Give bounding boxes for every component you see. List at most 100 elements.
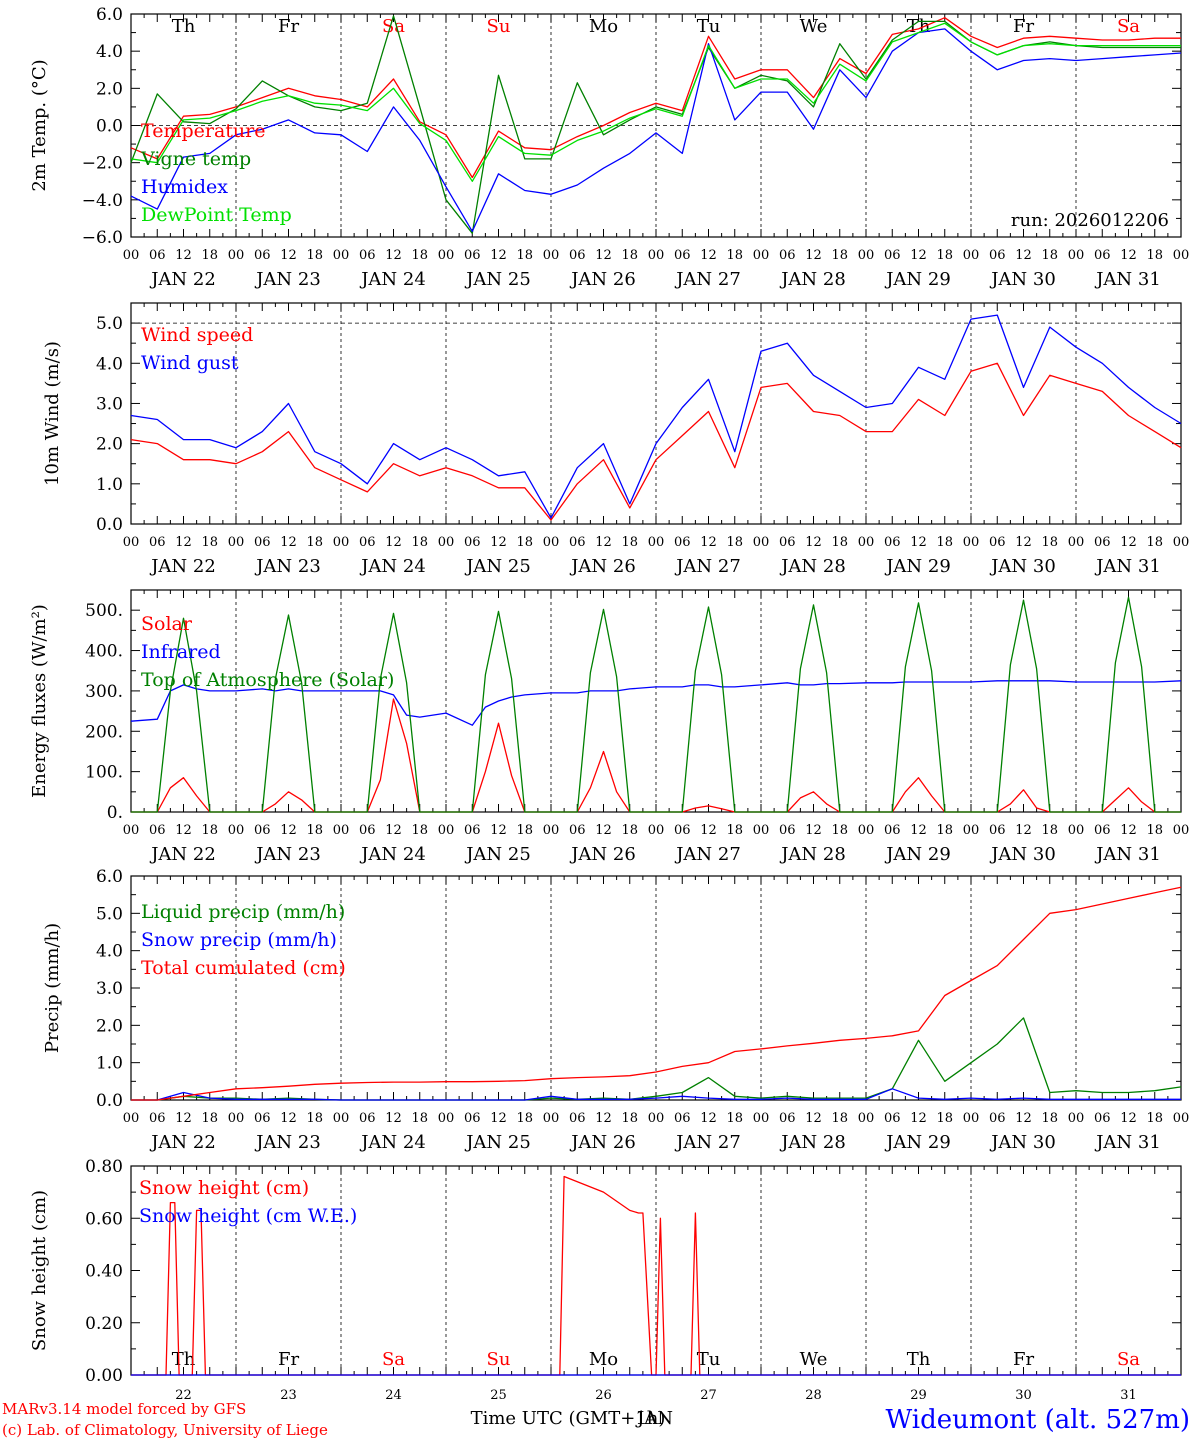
day-number-label: 26 xyxy=(595,1388,612,1403)
x-tick-label: 18 xyxy=(1041,535,1058,550)
date-label: JAN 22 xyxy=(149,844,216,865)
date-label: JAN 23 xyxy=(254,1132,321,1153)
x-tick-label: 18 xyxy=(621,823,638,838)
x-tick-label: 12 xyxy=(1120,535,1137,550)
y-tick-label: 0.60 xyxy=(85,1209,123,1229)
y-tick-label: 300. xyxy=(85,682,123,702)
date-label: JAN 30 xyxy=(989,1132,1056,1153)
y-tick-label: 6.0 xyxy=(96,5,123,25)
x-tick-label: 06 xyxy=(149,1111,166,1126)
date-label: JAN 29 xyxy=(884,1132,951,1153)
y-tick-label: 200. xyxy=(85,722,123,742)
legend-entry: Snow precip (mm/h) xyxy=(141,929,337,951)
date-label: JAN 22 xyxy=(149,556,216,577)
x-tick-label: 06 xyxy=(254,248,271,263)
date-label: JAN 29 xyxy=(884,844,951,865)
y-axis-label: Precip (mm/h) xyxy=(42,923,63,1053)
x-tick-label: 00 xyxy=(438,823,455,838)
x-tick-label: 00 xyxy=(1173,823,1190,838)
x-tick-label: 12 xyxy=(490,1111,507,1126)
x-tick-label: 12 xyxy=(910,823,927,838)
x-tick-label: 00 xyxy=(648,535,665,550)
x-tick-label: 00 xyxy=(648,248,665,263)
x-tick-label: 06 xyxy=(254,535,271,550)
x-tick-label: 06 xyxy=(359,823,376,838)
x-tick-label: 00 xyxy=(543,248,560,263)
x-tick-label: 06 xyxy=(464,823,481,838)
x-tick-label: 06 xyxy=(989,535,1006,550)
x-tick-label: 00 xyxy=(543,1111,560,1126)
date-label: JAN 23 xyxy=(254,844,321,865)
x-tick-label: 18 xyxy=(411,1111,428,1126)
station-name: Wideumont (alt. 527m) xyxy=(886,1405,1190,1435)
panel-3: 0. 100. 200. 300. 400. 500. Energy fluxes (W/m… xyxy=(29,589,1190,865)
x-tick-label: 12 xyxy=(175,1111,192,1126)
legend-entry: Temperature xyxy=(141,120,265,142)
x-tick-label: 00 xyxy=(333,823,350,838)
date-label: JAN 25 xyxy=(464,1132,531,1153)
x-tick-label: 06 xyxy=(359,1111,376,1126)
x-tick-label: 00 xyxy=(648,823,665,838)
x-tick-label: 18 xyxy=(516,535,533,550)
x-tick-label: 06 xyxy=(674,248,691,263)
x-tick-label: 12 xyxy=(910,1111,927,1126)
x-tick-label: 18 xyxy=(201,823,218,838)
x-tick-label: 06 xyxy=(569,1111,586,1126)
x-tick-label: 06 xyxy=(674,1111,691,1126)
y-tick-label: 6.0 xyxy=(96,867,123,887)
x-tick-label: 18 xyxy=(936,823,953,838)
x-tick-label: 18 xyxy=(306,248,323,263)
x-tick-label: 12 xyxy=(700,535,717,550)
date-label: JAN 24 xyxy=(359,844,426,865)
x-tick-label: 00 xyxy=(123,1111,140,1126)
x-tick-label: 00 xyxy=(1068,823,1085,838)
x-tick-label: 12 xyxy=(280,1111,297,1126)
y-tick-label: −2.0 xyxy=(82,154,123,174)
y-tick-label: 0.00 xyxy=(85,1366,123,1386)
x-tick-label: 00 xyxy=(963,535,980,550)
date-label: JAN 31 xyxy=(1094,844,1161,865)
x-tick-label: 00 xyxy=(543,535,560,550)
x-tick-label: 12 xyxy=(805,248,822,263)
series-line-snow-height-cm- xyxy=(131,1175,1181,1376)
month-label: JAN xyxy=(635,1408,673,1429)
weekday-label: Tu xyxy=(697,16,721,37)
x-tick-label: 12 xyxy=(805,535,822,550)
series-line-top-of-atmosphere-solar- xyxy=(131,596,1181,813)
x-tick-label: 00 xyxy=(438,1111,455,1126)
x-tick-label: 06 xyxy=(569,823,586,838)
day-number-label: 25 xyxy=(490,1388,507,1403)
x-tick-label: 06 xyxy=(569,535,586,550)
x-tick-label: 12 xyxy=(280,248,297,263)
x-tick-label: 18 xyxy=(516,1111,533,1126)
x-tick-label: 18 xyxy=(726,535,743,550)
x-tick-label: 06 xyxy=(464,1111,481,1126)
y-axis-label: Energy fluxes (W/m²) xyxy=(29,604,50,798)
x-tick-label: 18 xyxy=(831,1111,848,1126)
legend-entry: Wind speed xyxy=(141,324,253,346)
x-tick-label: 00 xyxy=(1173,1111,1190,1126)
weekday-label: Fr xyxy=(1013,16,1034,37)
date-label: JAN 25 xyxy=(464,844,531,865)
x-tick-label: 18 xyxy=(306,1111,323,1126)
weekday-label: We xyxy=(800,1349,828,1370)
x-tick-label: 12 xyxy=(700,823,717,838)
y-tick-label: 0.0 xyxy=(96,1091,123,1111)
y-tick-label: 0.0 xyxy=(96,515,123,535)
y-tick-label: 2.0 xyxy=(96,435,123,455)
day-number-label: 28 xyxy=(805,1388,822,1403)
x-tick-label: 06 xyxy=(884,823,901,838)
legend-entry: Snow height (cm) xyxy=(139,1177,309,1199)
x-tick-label: 00 xyxy=(963,248,980,263)
y-tick-label: 500. xyxy=(85,601,123,621)
date-label: JAN 27 xyxy=(674,269,741,290)
x-tick-label: 18 xyxy=(201,535,218,550)
date-label: JAN 23 xyxy=(254,556,321,577)
y-tick-label: 0.80 xyxy=(85,1157,123,1177)
x-tick-label: 12 xyxy=(595,1111,612,1126)
x-tick-label: 18 xyxy=(936,1111,953,1126)
x-tick-label: 06 xyxy=(779,823,796,838)
day-number-label: 27 xyxy=(700,1388,717,1403)
date-label: JAN 25 xyxy=(464,556,531,577)
y-tick-label: 0. xyxy=(107,803,123,823)
